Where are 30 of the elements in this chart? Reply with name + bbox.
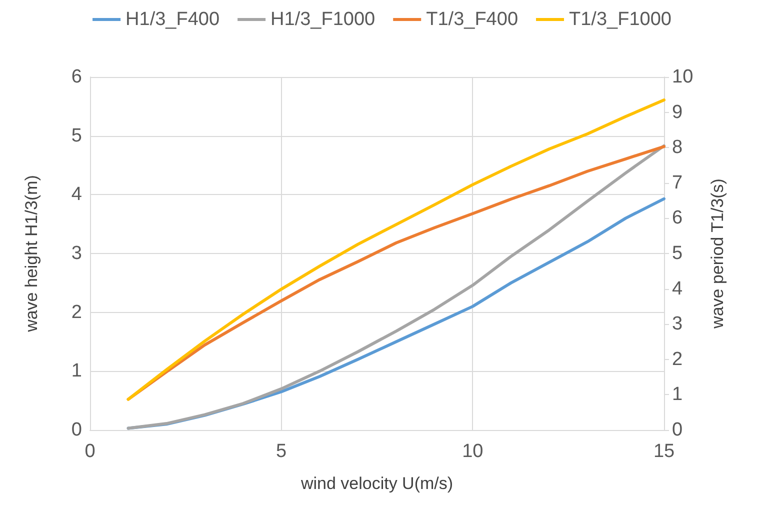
y2-tick-label: 1 <box>672 384 683 406</box>
y-tick-label: 4 <box>71 184 82 206</box>
legend-label: T1/3_F1000 <box>569 9 672 30</box>
y2-tick-label: 4 <box>672 278 683 300</box>
y-axis-title: wave height H1/3(m) <box>22 175 41 333</box>
y-tick-label: 2 <box>71 302 82 323</box>
y2-tick-label: 9 <box>672 102 683 123</box>
x-tick-label: 15 <box>653 441 675 462</box>
y2-tick-label: 2 <box>672 348 683 370</box>
legend-label: H1/3_F1000 <box>270 9 376 30</box>
y2-tick-label: 7 <box>672 172 683 194</box>
x-tick-label: 0 <box>84 441 96 462</box>
y-tick-label: 0 <box>71 420 82 440</box>
legend-label: T1/3_F400 <box>426 9 518 30</box>
y2-tick-label: 6 <box>672 208 683 229</box>
y2-tick-label: 0 <box>672 420 683 440</box>
legend-label: H1/3_F400 <box>126 9 220 30</box>
x-tick-label: 10 <box>462 441 484 462</box>
y2-tick-label: 3 <box>672 314 683 335</box>
y-tick-label: 5 <box>71 125 82 146</box>
line-series <box>126 98 666 401</box>
x-tick-label: 5 <box>276 441 287 462</box>
x-axis-title: wind velocity U(m/s) <box>300 474 454 493</box>
y2-tick-label: 10 <box>672 66 694 88</box>
y-tick-label: 3 <box>71 243 82 264</box>
y2-tick-label: 5 <box>672 243 683 264</box>
y-tick-label: 6 <box>71 66 82 88</box>
y-tick-label: 1 <box>71 360 82 382</box>
y2-tick-label: 8 <box>672 137 683 158</box>
y2-axis-title: wave period T1/3(s) <box>708 178 727 330</box>
